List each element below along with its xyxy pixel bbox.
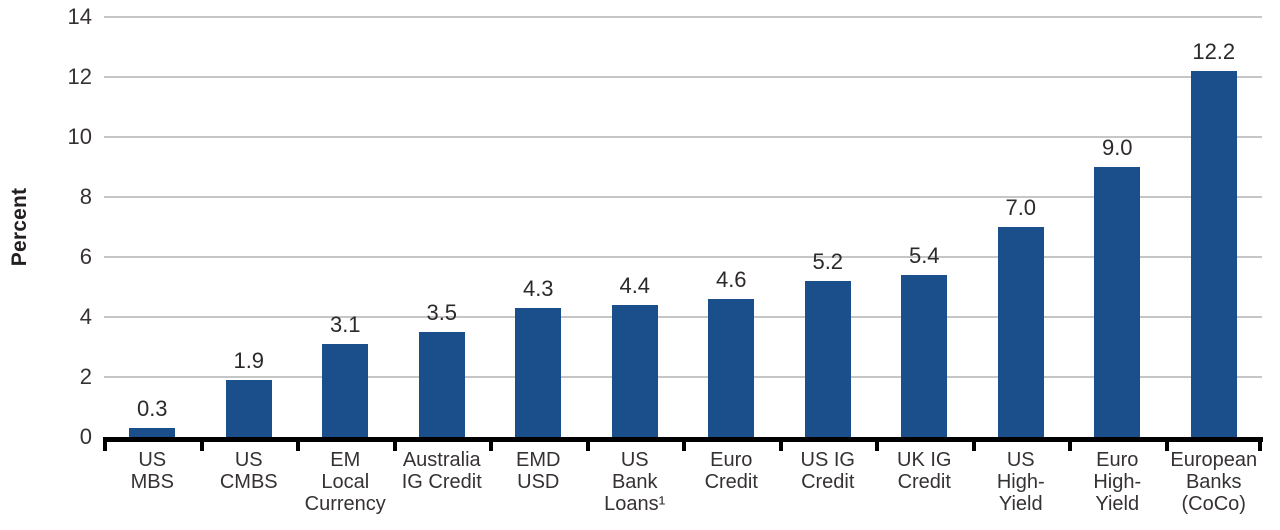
y-tick-label: 12 [67, 64, 92, 89]
y-tick-label: 4 [79, 304, 92, 329]
bar-slot: 7.0 [973, 17, 1070, 437]
y-tick-label: 8 [79, 184, 92, 209]
x-tick-mark [1164, 442, 1169, 451]
bar [515, 308, 562, 437]
bar [804, 281, 851, 437]
bar [418, 332, 465, 437]
y-axis-label: Percent [8, 187, 31, 267]
x-tick-mark [971, 442, 976, 451]
bars-container: 0.3 1.9 3.1 3.5 4.3 4.4 4.6 5.2 5.4 7.0 9.0 12.2 [104, 17, 1262, 437]
bar-slot: 4.6 [683, 17, 780, 437]
x-category-label: European Banks (CoCo) [1170, 449, 1258, 515]
x-category-label: US High- Yield [996, 449, 1045, 515]
gridline [104, 76, 1262, 78]
x-category-label: EMD USD [516, 449, 561, 493]
bar-value-label: 5.2 [812, 249, 844, 274]
x-tick-mark [392, 442, 397, 451]
bar-value-label: 4.3 [522, 276, 554, 301]
bar-slot: 12.2 [1166, 17, 1263, 437]
y-tick-label: 10 [67, 124, 92, 149]
x-category-label: Australia IG Credit [401, 449, 482, 493]
gridline [104, 256, 1262, 258]
y-tick-label: 6 [79, 244, 92, 269]
bar-value-label: 3.1 [329, 312, 361, 337]
x-category-label: US MBS [130, 449, 174, 493]
bar [997, 227, 1044, 437]
bar [611, 305, 658, 437]
bar-slot: 4.4 [587, 17, 684, 437]
bar [1190, 71, 1237, 437]
x-tick-mark [103, 442, 107, 451]
x-category-label: US CMBS [219, 449, 278, 493]
x-category-label: UK IG Credit [897, 449, 952, 493]
x-tick-mark [778, 442, 783, 451]
x-category-label: US Bank Loans¹ [604, 449, 666, 515]
bar-value-label: 9.0 [1101, 135, 1133, 160]
x-tick-mark [682, 442, 686, 451]
bar-slot: 3.1 [297, 17, 394, 437]
bar-slot: 4.3 [490, 17, 587, 437]
bar-slot: 1.9 [201, 17, 298, 437]
bar [1094, 167, 1141, 437]
bar-value-label: 3.5 [426, 300, 458, 325]
bar-value-label: 4.6 [715, 267, 747, 292]
plot-area: 0.3 1.9 3.1 3.5 4.3 4.4 4.6 5.2 5.4 7.0 9.0 12.2 [104, 16, 1262, 437]
x-category-label: Euro High- Yield [1093, 449, 1142, 515]
gridline [104, 136, 1262, 138]
x-category-label: EM Local Currency [304, 449, 386, 515]
x-tick-mark [585, 442, 590, 451]
bar [901, 275, 948, 437]
gridline [104, 196, 1262, 198]
bar-slot: 3.5 [394, 17, 491, 437]
bar-value-label: 7.0 [1005, 195, 1037, 220]
bar [129, 428, 176, 437]
gridline [104, 376, 1262, 378]
x-axis-category-labels: US MBS US CMBS EM Local Currency Australia … [104, 449, 1262, 515]
x-category-label: US IG Credit [800, 449, 855, 493]
bar [708, 299, 755, 437]
bar-value-label: 0.3 [136, 396, 168, 421]
x-tick-mark [199, 442, 204, 451]
gridline [104, 16, 1262, 18]
bar-slot: 9.0 [1069, 17, 1166, 437]
bar-value-label: 4.4 [619, 273, 651, 298]
gridline [104, 316, 1262, 318]
bar-slot: 0.3 [104, 17, 201, 437]
bar [225, 380, 272, 437]
x-tick-mark [1258, 442, 1262, 451]
y-tick-label: 2 [79, 364, 92, 389]
y-tick-label: 14 [67, 4, 92, 29]
bar-value-label: 5.4 [908, 243, 940, 268]
bar-value-label: 12.2 [1192, 39, 1236, 64]
y-tick-label: 0 [79, 424, 92, 449]
x-tick-mark [1068, 442, 1072, 451]
x-tick-mark [875, 442, 879, 451]
x-axis-line [103, 437, 1263, 442]
bar-slot: 5.4 [876, 17, 973, 437]
x-tick-mark [489, 442, 493, 451]
x-category-label: Euro Credit [704, 449, 758, 493]
x-tick-mark [296, 442, 300, 451]
bar-slot: 5.2 [780, 17, 877, 437]
bar-value-label: 1.9 [233, 348, 265, 373]
bar [322, 344, 369, 437]
